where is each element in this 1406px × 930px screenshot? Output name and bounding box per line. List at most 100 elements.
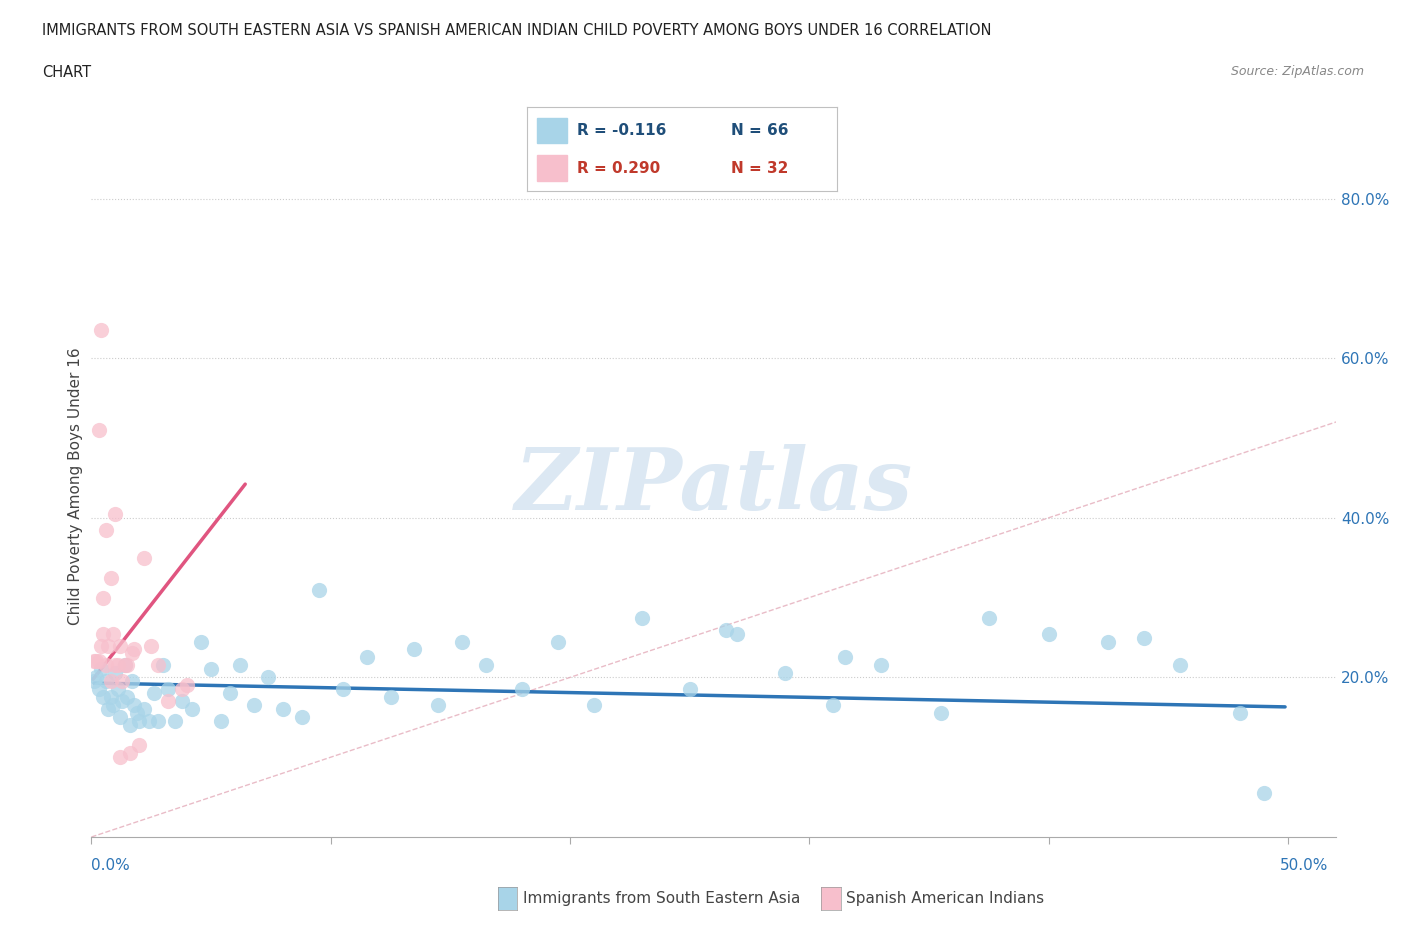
Text: ZIPatlas: ZIPatlas	[515, 445, 912, 527]
Point	[87, 422, 110, 437]
Text: 50.0%: 50.0%	[1281, 857, 1329, 872]
Point	[121, 674, 143, 689]
Point	[510, 682, 533, 697]
Point	[141, 638, 163, 653]
Text: Spanish American Indians: Spanish American Indians	[846, 891, 1045, 906]
Point	[308, 582, 330, 597]
Point	[84, 654, 107, 669]
Point	[582, 698, 605, 712]
Point	[108, 750, 131, 764]
Point	[1097, 634, 1119, 649]
Point	[870, 658, 893, 673]
Text: R = -0.116: R = -0.116	[576, 123, 666, 138]
Point	[823, 698, 845, 712]
Point	[90, 638, 112, 653]
Point	[243, 698, 266, 712]
Point	[121, 646, 143, 661]
Point	[190, 634, 212, 649]
Point	[1038, 626, 1060, 641]
Point	[104, 507, 127, 522]
Point	[87, 654, 110, 669]
Text: 0.0%: 0.0%	[91, 857, 131, 872]
Point	[132, 702, 155, 717]
Point	[125, 706, 148, 721]
Point	[107, 658, 129, 673]
Point	[152, 658, 174, 673]
Point	[332, 682, 354, 697]
Point	[114, 658, 136, 673]
Point	[128, 714, 150, 729]
Point	[219, 686, 242, 701]
Point	[108, 710, 131, 724]
Point	[114, 658, 136, 673]
Point	[100, 690, 122, 705]
Point	[128, 737, 150, 752]
Point	[180, 702, 202, 717]
Text: R = 0.290: R = 0.290	[576, 161, 659, 176]
Point	[148, 714, 170, 729]
Point	[117, 658, 139, 673]
Point	[142, 686, 165, 701]
Point	[111, 694, 134, 709]
Point	[271, 702, 294, 717]
Point	[1253, 786, 1275, 801]
Point	[104, 666, 127, 681]
Point	[84, 670, 107, 684]
Point	[834, 650, 856, 665]
Point	[451, 634, 474, 649]
Point	[1133, 631, 1156, 645]
Point	[200, 662, 222, 677]
Point	[132, 551, 155, 565]
Point	[97, 638, 120, 653]
Point	[172, 682, 194, 697]
Point	[427, 698, 450, 712]
Point	[977, 610, 1000, 625]
Point	[93, 626, 115, 641]
Y-axis label: Child Poverty Among Boys Under 16: Child Poverty Among Boys Under 16	[67, 347, 83, 625]
Point	[775, 666, 797, 681]
Point	[93, 690, 115, 705]
Point	[547, 634, 569, 649]
Point	[93, 591, 115, 605]
Point	[172, 694, 194, 709]
FancyBboxPatch shape	[537, 155, 568, 180]
Point	[100, 674, 122, 689]
FancyBboxPatch shape	[537, 118, 568, 143]
Point	[94, 523, 117, 538]
Point	[83, 654, 105, 669]
Point	[117, 690, 139, 705]
Point	[90, 662, 112, 677]
Point	[678, 682, 700, 697]
Point	[100, 570, 122, 585]
Point	[94, 674, 117, 689]
Text: N = 66: N = 66	[731, 123, 789, 138]
Point	[475, 658, 498, 673]
Point	[714, 622, 737, 637]
Point	[257, 670, 280, 684]
Text: Source: ZipAtlas.com: Source: ZipAtlas.com	[1230, 65, 1364, 78]
Point	[630, 610, 652, 625]
Point	[101, 626, 124, 641]
Point	[356, 650, 378, 665]
Point	[156, 682, 179, 697]
Point	[929, 706, 952, 721]
Text: IMMIGRANTS FROM SOUTH EASTERN ASIA VS SPANISH AMERICAN INDIAN CHILD POVERTY AMON: IMMIGRANTS FROM SOUTH EASTERN ASIA VS SP…	[42, 23, 991, 38]
Point	[90, 323, 112, 338]
Point	[291, 710, 314, 724]
Text: Immigrants from South Eastern Asia: Immigrants from South Eastern Asia	[523, 891, 800, 906]
Point	[404, 642, 426, 657]
Point	[124, 698, 146, 712]
Point	[727, 626, 749, 641]
Point	[111, 674, 134, 689]
Point	[1229, 706, 1251, 721]
Point	[138, 714, 160, 729]
Point	[118, 746, 141, 761]
Point	[148, 658, 170, 673]
Point	[104, 658, 127, 673]
Point	[107, 682, 129, 697]
Point	[94, 658, 117, 673]
Point	[209, 714, 232, 729]
Point	[176, 678, 198, 693]
Point	[118, 718, 141, 733]
Point	[83, 674, 105, 689]
